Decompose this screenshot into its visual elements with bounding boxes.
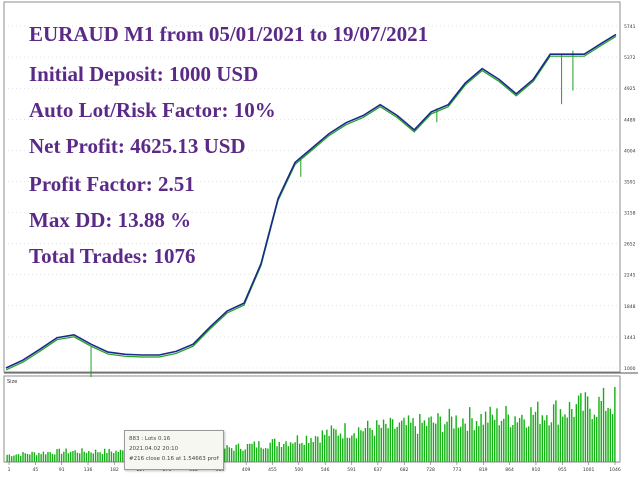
initial-deposit: Initial Deposit: 1000 USD bbox=[29, 62, 259, 86]
x-tick-label: 773 bbox=[453, 467, 462, 473]
y-tick-label: 3591 bbox=[624, 179, 636, 185]
x-tick-label: 955 bbox=[558, 467, 567, 473]
y-tick-label: 4004 bbox=[624, 148, 636, 154]
x-tick-label: 91 bbox=[59, 467, 65, 473]
x-tick-label: 318 bbox=[189, 467, 198, 473]
balance-line bbox=[5, 33, 617, 369]
x-tick-label: 364 bbox=[215, 467, 224, 473]
y-tick-label: 4489 bbox=[624, 117, 636, 123]
x-tick-label: 864 bbox=[505, 467, 514, 473]
profit-factor: Profit Factor: 2.51 bbox=[29, 172, 195, 196]
tooltip-line-3: #216 close 0.16 at 1.54663 profit -1.20 bbox=[129, 456, 219, 462]
x-tick-label: 182 bbox=[110, 467, 119, 473]
y-tick-label: 4925 bbox=[624, 86, 636, 92]
risk-factor: Auto Lot/Risk Factor: 10% bbox=[29, 98, 276, 122]
x-tick-label: 591 bbox=[347, 467, 356, 473]
x-tick-label: 45 bbox=[32, 467, 38, 473]
x-tick-label: 409 bbox=[242, 467, 251, 473]
x-tick-label: 910 bbox=[532, 467, 541, 473]
max-drawdown: Max DD: 13.88 % bbox=[29, 208, 192, 232]
total-trades: Total Trades: 1076 bbox=[29, 244, 196, 268]
x-tick-label: 1001 bbox=[583, 467, 595, 473]
x-tick-label: 546 bbox=[321, 467, 330, 473]
y-tick-label: 2652 bbox=[624, 242, 636, 248]
x-tick-label: 682 bbox=[400, 467, 409, 473]
main-panel bbox=[3, 1, 621, 373]
x-tick-label: 455 bbox=[268, 467, 277, 473]
y-tick-label: 3158 bbox=[624, 211, 636, 217]
y-tick-label: 1848 bbox=[624, 304, 636, 310]
equity-line bbox=[5, 35, 617, 371]
x-tick-label: 273 bbox=[163, 467, 172, 473]
x-tick-label: 637 bbox=[374, 467, 383, 473]
net-profit: Net Profit: 4625.13 USD bbox=[29, 134, 246, 158]
tooltip-line-1: 883 : Lots 0.16 bbox=[129, 436, 171, 442]
y-tick-label: 1000 bbox=[624, 366, 636, 372]
trade-tooltip: 883 : Lots 0.16 2021.04.02 20:10 #216 cl… bbox=[124, 430, 224, 470]
x-tick-label: 1 bbox=[8, 467, 11, 473]
report-title: EURAUD M1 from 05/01/2021 to 19/07/2021 bbox=[29, 22, 429, 46]
y-tick-label: 5372 bbox=[624, 55, 636, 61]
x-tick-label: 819 bbox=[479, 467, 488, 473]
volume-panel-label: Size bbox=[7, 379, 17, 385]
volume-panel bbox=[3, 375, 621, 463]
x-tick-label: 136 bbox=[84, 467, 93, 473]
y-tick-label: 2245 bbox=[624, 273, 636, 279]
x-tick-label: 500 bbox=[295, 467, 304, 473]
x-tick-label: 728 bbox=[426, 467, 435, 473]
y-tick-label: 1443 bbox=[624, 335, 636, 341]
x-tick-label: 1046 bbox=[609, 467, 621, 473]
x-tick-label: 227 bbox=[136, 467, 145, 473]
tooltip-line-2: 2021.04.02 20:10 bbox=[129, 446, 179, 452]
y-tick-label: 5741 bbox=[624, 24, 636, 30]
